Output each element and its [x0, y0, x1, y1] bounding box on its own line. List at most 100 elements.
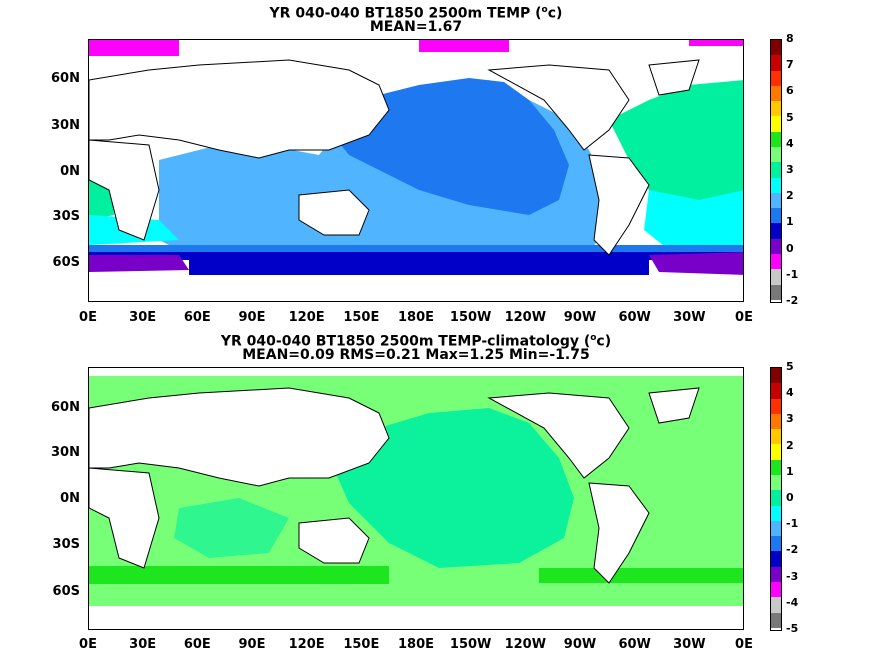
panel1-land-antarctica: [89, 275, 743, 301]
panel1-colorbar-segment: [771, 223, 781, 239]
panel1-colorbar-label: -2: [786, 294, 799, 307]
eurasia-landmass: [89, 387, 390, 487]
panel1-lat-60s: 60S: [52, 255, 80, 270]
greenland-landmass: [648, 387, 700, 424]
panel2-colorbar: [770, 367, 782, 631]
panel2-colorbar-segment: [771, 566, 781, 582]
panel2-colorbar-segment: [771, 581, 781, 598]
panel1-colorbar-segment: [771, 177, 781, 193]
australia-landmass: [298, 517, 370, 564]
panel1-colorbar-segment: [771, 253, 781, 270]
panel2-lat-0n: 0N: [60, 491, 80, 506]
panel1-colorbar-label: -1: [786, 267, 799, 281]
panel1-title-degree: o: [541, 5, 548, 15]
panel2-colorbar-label: 5: [786, 360, 794, 373]
panel1-colorbar-segment: [771, 116, 781, 132]
panel1-title: YR 040-040 BT1850 2500m TEMP (oc): [88, 2, 744, 23]
panel1-colorbar-label: 7: [786, 58, 794, 72]
panel1-map: [88, 39, 744, 302]
panel1-title-unit: c): [547, 5, 563, 22]
panel1-colorbar-segment: [771, 208, 781, 224]
panel1-colorbar-label: 8: [786, 32, 794, 45]
africa-landmass: [89, 139, 160, 241]
panel2-lon-label: 120W: [504, 637, 547, 652]
panel1-mean: MEAN=1.67: [369, 19, 463, 35]
panel2-title-degree: o: [590, 333, 597, 343]
panel2-colorbar-segment: [771, 520, 781, 537]
panel1-lon-label: 120E: [288, 310, 325, 325]
panel1-colorbar-label: 1: [786, 215, 794, 229]
panel1-arctic-anomaly: [689, 40, 743, 46]
panel2-colorbar-segment: [771, 505, 781, 521]
panel2-colorbar-segment: [771, 413, 781, 430]
panel2-lon-label: 180E: [397, 637, 435, 652]
panel1-colorbar-segment: [771, 238, 781, 254]
panel2-water-region: [329, 408, 574, 568]
panel2-land-antarctica: [89, 606, 743, 629]
panel2-colorbar-label: 1: [786, 464, 794, 478]
panel2-lat-30s: 30S: [52, 537, 80, 552]
panel2-lon-label: 90E: [238, 637, 266, 652]
panel1-arctic-anomaly: [89, 40, 179, 56]
panel1-colorbar-segment: [771, 85, 781, 102]
panel1-colorbar-segment: [771, 162, 781, 178]
panel1-continents: [89, 59, 700, 256]
panel2-colorbar-segment: [771, 444, 781, 460]
panel1-lat-60n: 60N: [51, 71, 80, 86]
australia-landmass: [298, 189, 370, 236]
panel2-colorbar-segment: [771, 612, 781, 628]
panel1-lon-label: 90W: [563, 310, 597, 325]
panel1-colorbar: [770, 39, 782, 303]
panel1-water-region: [329, 78, 569, 215]
panel2-lat-60n: 60N: [51, 400, 80, 415]
panel2-title-unit: c): [596, 333, 612, 350]
panel1-colorbar-label: 5: [786, 110, 794, 124]
panel2-lon-label: 150W: [449, 637, 492, 652]
panel1-lon-label: 180E: [397, 310, 435, 325]
panel1-colorbar-segment: [771, 269, 781, 285]
panel2-colorbar-segment: [771, 429, 781, 445]
panel1-lon-label: 150E: [343, 310, 380, 325]
panel2-colorbar-label: -5: [786, 622, 799, 635]
panel1-colorbar-label: 4: [786, 136, 794, 150]
panel1-colorbar-label: 6: [786, 84, 794, 98]
panel1-colorbar-segment: [771, 101, 781, 117]
panel2-colorbar-segment: [771, 368, 781, 384]
panel1-lon-label: 0E: [735, 310, 753, 325]
panel1-colorbar-segment: [771, 131, 781, 147]
panel2-colorbar-label: -1: [786, 517, 799, 531]
panel2-water-region: [89, 566, 389, 584]
panel1-lon-label: 60W: [618, 310, 651, 325]
panel2-colorbar-label: 4: [786, 386, 794, 400]
panel1-lon-label: 120W: [504, 310, 547, 325]
panel2-colorbar-segment: [771, 536, 781, 552]
panel2-colorbar-segment: [771, 551, 781, 567]
panel2-lat-30n: 30N: [51, 445, 80, 460]
panel2-colorbar-label: -2: [786, 543, 799, 557]
africa-landmass: [89, 467, 160, 569]
panel1-colorbar-segment: [771, 70, 781, 86]
panel1-lon-label: 150W: [449, 310, 492, 325]
panel2-lon-label: 120E: [288, 637, 325, 652]
panel2-colorbar-segment: [771, 597, 781, 613]
panel2-colorbar-label: -4: [786, 595, 799, 609]
panel1-lon-label: 30W: [673, 310, 706, 325]
panel1-lat-30n: 30N: [51, 118, 80, 133]
panel2-lon-label: 90W: [563, 637, 597, 652]
panel2-lat-60s: 60S: [52, 584, 80, 599]
panel2-lon-label: 60W: [618, 637, 651, 652]
panel1-lon-label: 60E: [183, 310, 211, 325]
panel2-colorbar-label: 3: [786, 412, 794, 426]
panel2-continents: [89, 387, 700, 584]
panel2-lon-label: 150E: [343, 637, 380, 652]
panel2-colorbar-segment: [771, 474, 781, 491]
panel2-title-text: YR 040-040 BT1850 2500m TEMP-climatology…: [220, 333, 591, 350]
south-america-landmass: [588, 154, 650, 256]
panel2-title: YR 040-040 BT1850 2500m TEMP-climatology…: [88, 330, 744, 351]
panel1-arctic-anomaly: [419, 40, 509, 52]
panel1-water-region: [89, 255, 189, 272]
panel2-water-region: [539, 568, 743, 583]
panel1-colorbar-label: 2: [786, 189, 794, 203]
panel2-lon-label: 0E: [79, 637, 97, 652]
panel2-arctic: [89, 368, 743, 376]
